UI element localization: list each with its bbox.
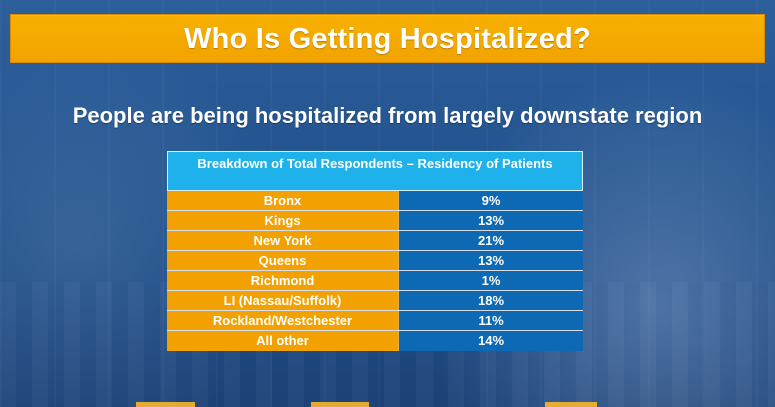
table-title: Breakdown of Total Respondents – Residen… — [167, 151, 583, 191]
table-row: LI (Nassau/Suffolk) 18% — [167, 291, 583, 311]
bottom-marker — [311, 402, 369, 407]
table-row: Kings 13% — [167, 211, 583, 231]
row-label: All other — [167, 331, 399, 351]
row-label: New York — [167, 231, 399, 250]
page-subtitle: People are being hospitalized from large… — [72, 103, 703, 128]
row-value: 11% — [399, 311, 583, 330]
row-label: Richmond — [167, 271, 399, 290]
row-label: Rockland/Westchester — [167, 311, 399, 330]
table-row: New York 21% — [167, 231, 583, 251]
residency-table: Breakdown of Total Respondents – Residen… — [167, 151, 583, 351]
row-label: Queens — [167, 251, 399, 270]
row-value: 13% — [399, 251, 583, 270]
row-value: 14% — [399, 331, 583, 351]
row-label: LI (Nassau/Suffolk) — [167, 291, 399, 310]
table-row: Rockland/Westchester 11% — [167, 311, 583, 331]
row-value: 9% — [399, 191, 583, 210]
table-body: Bronx 9% Kings 13% New York 21% Queens 1… — [167, 191, 583, 351]
bottom-marker — [545, 402, 597, 407]
row-label: Kings — [167, 211, 399, 230]
bottom-marker — [136, 402, 195, 407]
title-banner: Who Is Getting Hospitalized? — [10, 14, 765, 63]
row-label: Bronx — [167, 191, 399, 210]
page-title: Who Is Getting Hospitalized? — [184, 23, 591, 55]
row-value: 13% — [399, 211, 583, 230]
row-value: 21% — [399, 231, 583, 250]
table-row: Queens 13% — [167, 251, 583, 271]
table-row: Richmond 1% — [167, 271, 583, 291]
row-value: 1% — [399, 271, 583, 290]
table-row: All other 14% — [167, 331, 583, 351]
row-value: 18% — [399, 291, 583, 310]
table-row: Bronx 9% — [167, 191, 583, 211]
